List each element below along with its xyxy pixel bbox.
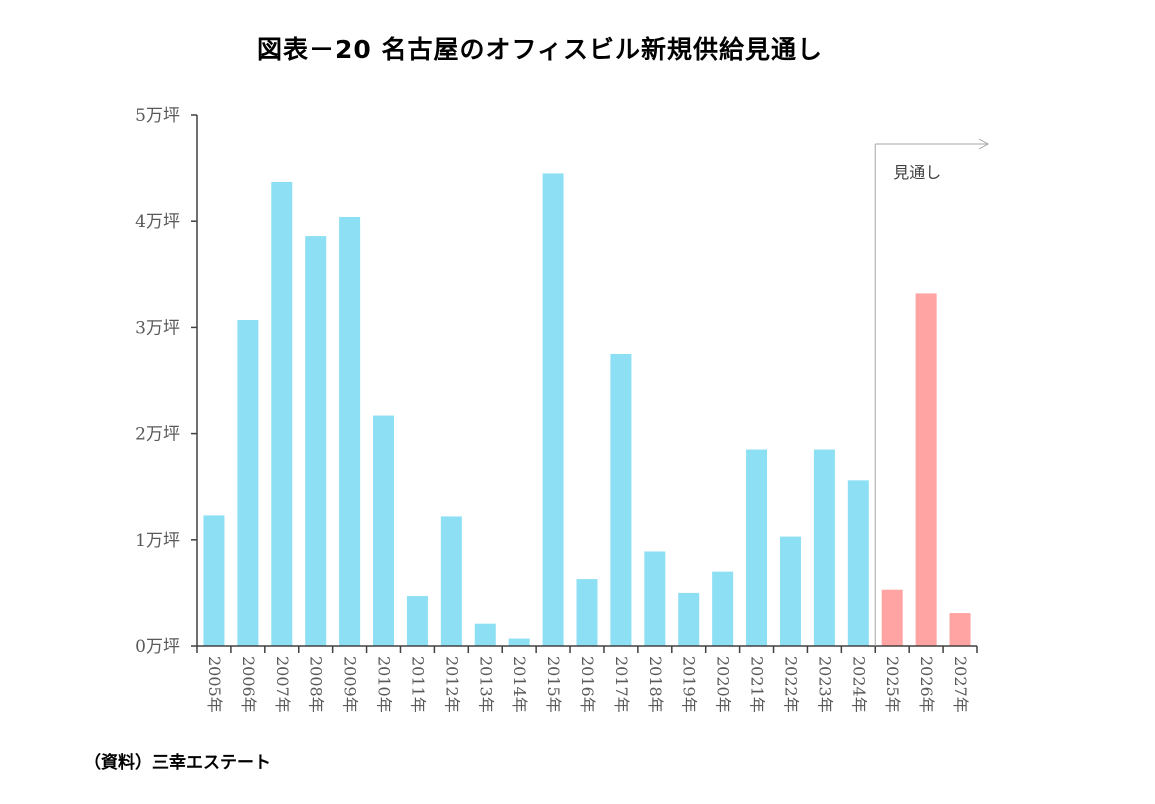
forecast-label: 見通し — [893, 163, 941, 182]
bar — [237, 319, 259, 646]
bar — [779, 536, 801, 646]
bar-series — [203, 173, 971, 646]
y-tick-label: 3万坪 — [135, 318, 180, 338]
bar — [847, 480, 869, 646]
bar — [746, 449, 768, 646]
x-tick-label: 2018年 — [646, 656, 665, 713]
source-note: （資料）三幸エステート — [84, 753, 271, 773]
chart-title: 図表－20 名古屋のオフィスビル新規供給見通し — [257, 35, 823, 64]
x-tick-label: 2007年 — [273, 656, 292, 713]
x-axis: 2005年 2006年 2007年 2008年 2009年 2010年 2011年 2012年… — [196, 645, 978, 713]
x-tick-label: 2020年 — [714, 656, 733, 713]
forecast-bar — [915, 293, 937, 646]
bar — [373, 415, 395, 646]
forecast-arrowhead-icon — [978, 138, 990, 150]
bar — [474, 623, 496, 646]
x-tick-label: 2015年 — [544, 656, 563, 713]
bar — [508, 638, 530, 646]
x-tick-label: 2012年 — [442, 656, 461, 713]
x-tick-label: 2013年 — [476, 656, 495, 713]
bar — [440, 516, 462, 646]
bar — [813, 449, 835, 646]
x-tick-label: 2011年 — [408, 656, 427, 713]
x-tick-label: 2006年 — [239, 656, 258, 713]
bar — [678, 592, 700, 646]
x-tick-label: 2008年 — [307, 656, 326, 713]
y-axis: 0万坪 1万坪 2万坪 3万坪 4万坪 5万坪 — [135, 106, 198, 657]
forecast-marker: 見通し — [874, 138, 990, 646]
y-tick-label: 1万坪 — [135, 531, 180, 551]
x-tick-label: 2017年 — [612, 656, 631, 713]
x-tick-label: 2021年 — [748, 656, 767, 713]
x-tick-label: 2027年 — [951, 656, 970, 713]
x-tick-label: 2026年 — [917, 656, 936, 713]
bar — [610, 353, 632, 646]
bar — [576, 579, 598, 646]
x-tick-label: 2010年 — [375, 656, 394, 713]
y-tick-label: 0万坪 — [135, 637, 180, 657]
x-tick-label: 2009年 — [341, 656, 360, 713]
bar — [339, 216, 361, 646]
bar — [271, 181, 293, 646]
x-tick-label: 2014年 — [510, 656, 529, 713]
forecast-bar — [949, 613, 971, 646]
bar — [644, 551, 666, 646]
forecast-bar — [881, 589, 903, 646]
y-tick-label: 5万坪 — [135, 106, 180, 126]
bar — [305, 236, 327, 646]
x-tick-label: 2023年 — [815, 656, 834, 713]
bar — [406, 596, 428, 646]
x-tick-label: 2016年 — [578, 656, 597, 713]
x-tick-label: 2019年 — [680, 656, 699, 713]
y-tick-label: 4万坪 — [135, 212, 180, 232]
y-tick-label: 2万坪 — [135, 425, 180, 445]
bar — [542, 173, 564, 646]
bar — [203, 515, 225, 646]
bar — [712, 571, 734, 646]
x-tick-label: 2024年 — [849, 656, 868, 713]
x-tick-label: 2025年 — [883, 656, 902, 713]
x-tick-label: 2022年 — [781, 656, 800, 713]
x-tick-label: 2005年 — [205, 656, 224, 713]
